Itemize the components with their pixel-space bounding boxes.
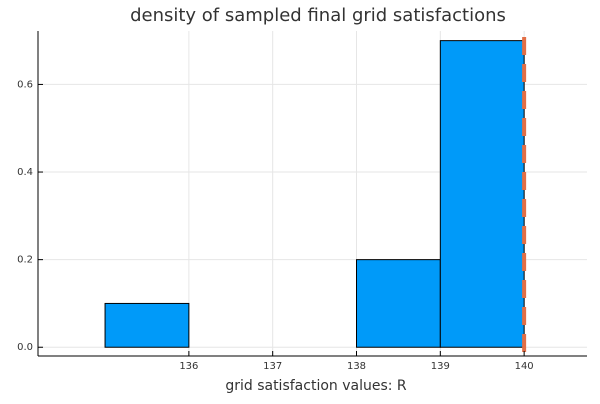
x-tick-label-136: 136 bbox=[179, 361, 198, 372]
x-tick-label-137: 137 bbox=[263, 361, 282, 372]
x-tick-label-138: 138 bbox=[347, 361, 366, 372]
x-tick-label-139: 139 bbox=[431, 361, 450, 372]
bars-layer bbox=[104, 40, 525, 348]
histogram-bar-5 bbox=[439, 40, 525, 348]
axes-layer bbox=[37, 31, 587, 357]
histogram-bar-4 bbox=[356, 259, 441, 348]
y-tick-label-0.0: 0.0 bbox=[17, 342, 33, 353]
y-tick-label-0.2: 0.2 bbox=[17, 255, 33, 266]
x-axis-label: grid satisfaction values: R bbox=[225, 378, 407, 394]
histogram-bar-1 bbox=[104, 302, 190, 348]
y-tick-label-0.6: 0.6 bbox=[17, 79, 33, 90]
chart-title: density of sampled final grid satisfacti… bbox=[130, 5, 506, 26]
x-tick-label-140: 140 bbox=[515, 361, 534, 372]
y-tick-label-0.4: 0.4 bbox=[17, 167, 33, 178]
tick-layer: 136 137 138 139 140 0.0 0.2 0.4 0.6 bbox=[17, 79, 534, 372]
